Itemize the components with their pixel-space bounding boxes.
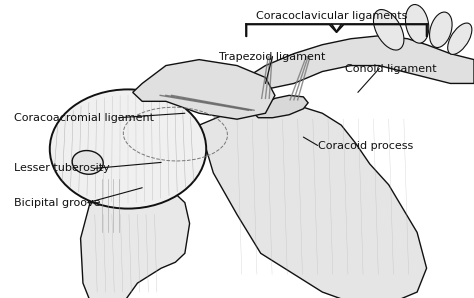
- Polygon shape: [199, 104, 427, 298]
- Text: Coracoclavicular ligaments: Coracoclavicular ligaments: [256, 11, 408, 21]
- Text: Bicipital groove: Bicipital groove: [14, 198, 100, 208]
- Text: Coracoacromial ligament: Coracoacromial ligament: [14, 113, 154, 123]
- Text: Conoid ligament: Conoid ligament: [345, 64, 437, 74]
- Polygon shape: [254, 95, 308, 118]
- Ellipse shape: [447, 23, 472, 55]
- Polygon shape: [246, 36, 474, 89]
- Text: Coracoid process: Coracoid process: [318, 141, 413, 151]
- Polygon shape: [81, 194, 190, 298]
- Polygon shape: [133, 60, 275, 119]
- Ellipse shape: [429, 12, 452, 47]
- Ellipse shape: [405, 4, 429, 43]
- Text: Trapezoid ligament: Trapezoid ligament: [219, 52, 326, 62]
- Ellipse shape: [72, 150, 103, 174]
- Ellipse shape: [50, 89, 206, 209]
- Text: Lesser tuberosity: Lesser tuberosity: [14, 163, 110, 173]
- Ellipse shape: [374, 10, 404, 50]
